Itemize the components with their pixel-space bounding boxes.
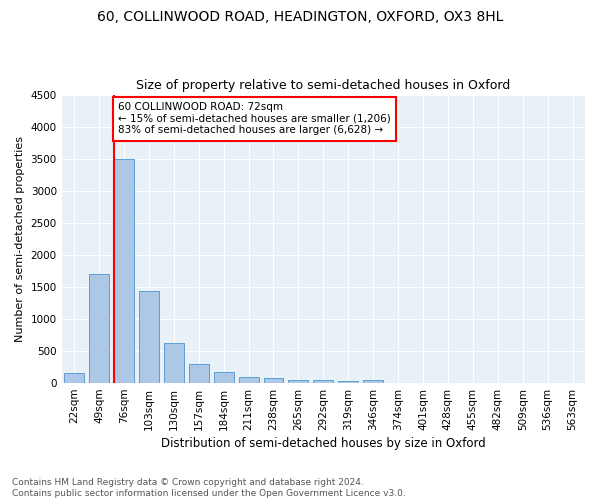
Bar xyxy=(189,364,209,383)
X-axis label: Distribution of semi-detached houses by size in Oxford: Distribution of semi-detached houses by … xyxy=(161,437,486,450)
Bar xyxy=(289,380,308,383)
Text: 60 COLLINWOOD ROAD: 72sqm
← 15% of semi-detached houses are smaller (1,206)
83% : 60 COLLINWOOD ROAD: 72sqm ← 15% of semi-… xyxy=(118,102,391,136)
Bar xyxy=(114,158,134,383)
Text: 60, COLLINWOOD ROAD, HEADINGTON, OXFORD, OX3 8HL: 60, COLLINWOOD ROAD, HEADINGTON, OXFORD,… xyxy=(97,10,503,24)
Bar xyxy=(263,378,283,383)
Bar xyxy=(139,290,159,383)
Y-axis label: Number of semi-detached properties: Number of semi-detached properties xyxy=(15,136,25,342)
Bar xyxy=(313,380,334,383)
Title: Size of property relative to semi-detached houses in Oxford: Size of property relative to semi-detach… xyxy=(136,79,511,92)
Bar xyxy=(64,374,84,383)
Bar xyxy=(214,372,233,383)
Bar xyxy=(89,274,109,383)
Bar xyxy=(338,380,358,383)
Bar xyxy=(363,380,383,383)
Bar xyxy=(164,344,184,383)
Text: Contains HM Land Registry data © Crown copyright and database right 2024.
Contai: Contains HM Land Registry data © Crown c… xyxy=(12,478,406,498)
Bar xyxy=(239,376,259,383)
